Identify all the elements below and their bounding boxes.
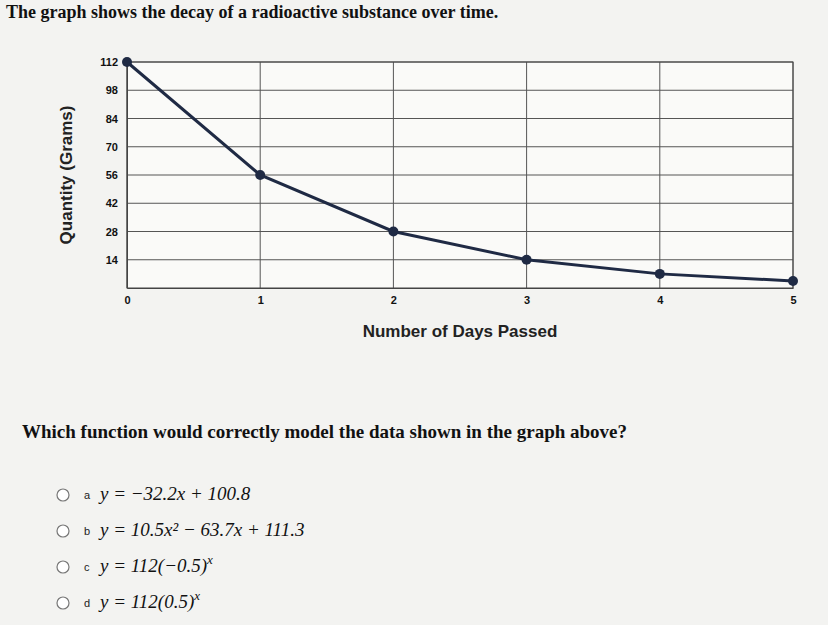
grid-line <box>526 62 527 288</box>
grid-line <box>393 62 394 288</box>
y-tick: 56 <box>106 169 127 181</box>
option-letter: d <box>84 597 90 609</box>
x-tick-label: 5 <box>790 294 796 306</box>
option-text: y = 10.5x² − 63.7x + 111.3 <box>98 519 304 540</box>
y-tick-label: 98 <box>106 84 118 96</box>
grid-line <box>127 203 793 204</box>
x-axis-line <box>128 288 794 289</box>
data-point <box>255 170 265 180</box>
option-text: y = 112(−0.5)x <box>98 552 213 577</box>
plot-background <box>127 62 793 288</box>
heading: The graph shows the decay of a radioacti… <box>6 2 498 22</box>
y-tick-label: 112 <box>100 56 118 68</box>
y-tick: 70 <box>106 141 127 153</box>
grid <box>127 62 793 288</box>
x-tick: 0 <box>124 288 130 306</box>
y-tick: 14 <box>106 254 127 266</box>
option-exponent: x <box>206 552 213 567</box>
plot-frame <box>127 62 793 288</box>
y-tick: 42 <box>106 197 127 209</box>
data-point <box>788 276 798 286</box>
option-formula: y = 10.5x² − 63.7x + 111.3 <box>98 519 304 540</box>
grid-line <box>127 259 793 260</box>
option-text: y = −32.2x + 100.8 <box>98 483 251 504</box>
option[interactable]: a y = −32.2x + 100.8 <box>57 483 251 504</box>
x-tick-label: 2 <box>391 294 397 306</box>
data-point <box>122 57 132 67</box>
question: Which function would correctly model the… <box>22 421 627 442</box>
y-axis: 14 28 42 56 70 84 98 112 <box>100 56 127 288</box>
options: a y = −32.2x + 100.8 b y = 10.5x² − 63.7x +… <box>57 483 304 613</box>
y-tick-label: 84 <box>106 113 119 125</box>
y-tick: 84 <box>106 113 127 125</box>
x-axis: 0 1 2 3 4 5 <box>124 288 796 306</box>
radio-button[interactable] <box>57 561 69 573</box>
option-text: y = 112(0.5)x <box>98 588 200 613</box>
grid-line <box>659 62 660 288</box>
y-tick: 98 <box>106 84 127 96</box>
option[interactable]: d y = 112(0.5)x <box>57 588 200 613</box>
plot-area <box>122 57 798 286</box>
data-point <box>522 255 532 265</box>
grid-line <box>127 175 793 176</box>
y-axis-title: Quantity (Grams) <box>57 106 76 245</box>
x-tick: 3 <box>524 288 530 306</box>
page: The graph shows the decay of a radioacti… <box>0 0 828 625</box>
radio-button[interactable] <box>57 597 69 609</box>
x-tick-label: 0 <box>124 294 130 306</box>
x-axis-title: Number of Days Passed <box>363 322 558 341</box>
y-tick: 28 <box>106 226 127 238</box>
y-tick-label: 56 <box>106 169 118 181</box>
y-tick-label: 14 <box>106 254 119 266</box>
x-tick: 2 <box>391 288 397 306</box>
grid-line <box>127 118 793 119</box>
x-tick: 1 <box>258 288 264 306</box>
y-tick-label: 28 <box>106 226 118 238</box>
x-tick: 5 <box>790 288 796 306</box>
x-tick-label: 4 <box>657 294 664 306</box>
option-exponent: x <box>193 588 200 603</box>
option-formula: y = −32.2x + 100.8 <box>98 483 251 504</box>
data-line <box>127 62 793 281</box>
y-tick-label: 70 <box>106 141 118 153</box>
y-tick-label: 42 <box>106 197 118 209</box>
grid-line <box>127 90 793 91</box>
y-axis-line <box>127 63 128 289</box>
option[interactable]: c y = 112(−0.5)x <box>57 552 213 577</box>
x-tick-label: 1 <box>258 294 264 306</box>
option-letter: a <box>84 489 91 501</box>
option-formula: y = 112(−0.5) <box>98 555 207 577</box>
option-formula: y = 112(0.5) <box>98 591 194 613</box>
chart: 14 28 42 56 70 84 98 112 0 1 2 3 4 5 Quantity (Grams) N… <box>57 56 798 341</box>
grid-line <box>127 231 793 232</box>
option-letter: b <box>84 525 90 537</box>
x-tick-label: 3 <box>524 294 530 306</box>
x-tick: 4 <box>657 288 664 306</box>
radio-button[interactable] <box>57 489 69 501</box>
data-point <box>388 227 398 237</box>
option[interactable]: b y = 10.5x² − 63.7x + 111.3 <box>57 519 304 540</box>
data-point <box>655 269 665 279</box>
option-letter: c <box>84 561 90 573</box>
radio-button[interactable] <box>57 525 69 537</box>
